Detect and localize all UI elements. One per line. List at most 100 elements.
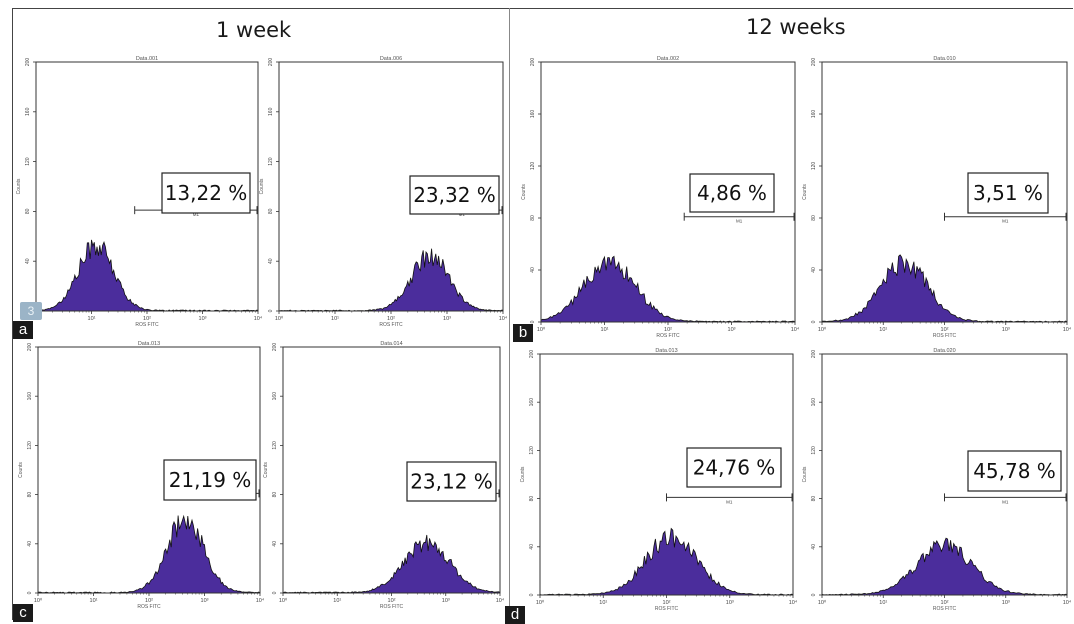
percent-box [161, 172, 251, 214]
percent-label: 21,19 % [169, 468, 252, 492]
y-axis-label: Counts [16, 178, 22, 194]
histogram-panel-8: 0 40 80 120 160 200 10⁰ 10¹ 10² 10³ 10⁴ Data.020 ROS… [802, 348, 1072, 612]
x-axis-label: ROS FITC [656, 333, 680, 339]
x-axis-label: ROS FITC [135, 322, 159, 328]
y-axis-label: Counts [520, 466, 526, 482]
histogram-title: Data.013 [655, 348, 677, 354]
y-tick-label: 80 [27, 492, 33, 498]
y-tick-label: 0 [529, 593, 535, 596]
y-tick-label: 0 [272, 591, 278, 594]
y-tick-label: 160 [811, 398, 817, 407]
y-tick-label: 120 [25, 157, 31, 166]
histogram-panel-3: 0 40 80 120 160 200 10⁰ 10¹ 10² 10³ 10⁴ Data.002 ROS… [521, 56, 800, 339]
histogram-title: Data.020 [933, 348, 955, 354]
x-tick-label: 10¹ [879, 327, 887, 333]
gate-label: M1 [726, 499, 733, 504]
x-tick-label: 10⁰ [818, 326, 827, 333]
x-tick-label: 10⁴ [254, 315, 263, 322]
y-tick-label: 120 [530, 162, 536, 171]
y-tick-label: 200 [27, 343, 33, 352]
x-tick-label: 10⁴ [789, 599, 798, 606]
x-tick-label: 10⁴ [1063, 326, 1072, 333]
x-axis-label: ROS FITC [137, 604, 161, 610]
histogram-panel-7: 0 40 80 120 160 200 10⁰ 10¹ 10² 10³ 10⁴ Data.013 ROS… [520, 348, 798, 612]
y-tick-label: 120 [268, 157, 274, 166]
y-tick-label: 200 [268, 58, 274, 67]
y-axis-label: Counts [263, 462, 269, 478]
gate-label: M1 [1002, 219, 1009, 224]
x-tick-label: 10⁴ [496, 597, 505, 604]
y-tick-label: 80 [811, 496, 817, 502]
histogram-title: Data.010 [933, 56, 955, 62]
histogram-area [540, 255, 796, 323]
y-tick-label: 120 [529, 446, 535, 455]
histogram-area [821, 254, 1068, 323]
y-tick-label: 80 [272, 492, 278, 498]
x-tick-label: 10² [664, 327, 672, 333]
y-tick-label: 160 [529, 398, 535, 407]
histogram-panel-4: 0 40 80 120 160 200 10⁰ 10¹ 10² 10³ 10⁴ Data.010 ROS… [802, 56, 1072, 339]
y-tick-label: 200 [530, 58, 536, 67]
histogram-area [278, 248, 504, 312]
y-axis-label: Counts [521, 184, 527, 200]
x-tick-label: 10⁰ [818, 599, 827, 606]
y-axis-label: Counts [802, 466, 808, 482]
figure-frame [12, 8, 1073, 620]
x-tick-label: 10⁴ [1063, 599, 1072, 606]
y-tick-label: 160 [25, 107, 31, 116]
histogram-area [821, 537, 1068, 596]
percent-box [686, 447, 782, 488]
y-tick-label: 40 [25, 258, 31, 264]
percent-label: 3,51 % [973, 181, 1043, 205]
y-tick-label: 160 [811, 110, 817, 119]
x-tick-label: 10² [387, 316, 395, 322]
y-tick-label: 80 [268, 208, 274, 214]
histogram-title: Data.014 [380, 341, 402, 347]
y-tick-label: 40 [27, 541, 33, 547]
x-tick-label: 10³ [442, 598, 450, 604]
x-tick-label: 10⁰ [279, 597, 288, 604]
x-tick-label: 10² [941, 327, 949, 333]
y-tick-label: 160 [268, 107, 274, 116]
histogram-title: Data.001 [136, 56, 158, 62]
histogram-area [35, 239, 259, 312]
y-tick-label: 80 [25, 208, 31, 214]
panel-letter-c: c [13, 604, 33, 622]
y-tick-label: 80 [529, 496, 535, 502]
histogram-title: Data.002 [657, 56, 679, 62]
percent-label: 23,12 % [410, 470, 493, 494]
gate-label: M1 [459, 212, 466, 217]
y-tick-label: 200 [272, 343, 278, 352]
x-axis-label: ROS FITC [655, 606, 679, 612]
y-tick-label: 120 [272, 441, 278, 450]
x-tick-label: 10³ [1002, 327, 1010, 333]
y-tick-label: 0 [268, 309, 274, 312]
x-tick-label: 10³ [199, 316, 207, 322]
percent-label: 4,86 % [697, 181, 767, 205]
column-title-1-week: 1 week [216, 18, 292, 42]
panel-letter-b: b [513, 324, 533, 342]
x-tick-label: 10³ [443, 316, 451, 322]
x-tick-label: 10² [388, 598, 396, 604]
x-tick-label: 10⁴ [499, 315, 508, 322]
x-tick-label: 10³ [1002, 600, 1010, 606]
gate-label: M1 [1002, 499, 1009, 504]
y-axis-label: Counts [802, 184, 808, 200]
x-axis-label: ROS FITC [380, 604, 404, 610]
histogram-panel-2: 0 40 80 120 160 200 10⁰ 10¹ 10² 10³ 10⁴ Data.006 ROS… [259, 56, 508, 328]
y-tick-label: 0 [27, 591, 33, 594]
x-tick-label: 10² [941, 600, 949, 606]
histogram-area [282, 534, 501, 594]
histogram-panel-1: 0408012016020010⁰10¹10²10³10⁴Data.001ROS… [16, 56, 263, 328]
x-tick-label: 10³ [728, 327, 736, 333]
x-axis-label: ROS FITC [933, 606, 957, 612]
y-axis-label: Counts [18, 462, 24, 478]
histogram-title: Data.013 [138, 341, 160, 347]
y-tick-label: 200 [811, 58, 817, 67]
x-tick-label: 10⁴ [791, 326, 800, 333]
y-tick-label: 40 [272, 541, 278, 547]
y-tick-label: 200 [529, 350, 535, 359]
percent-label: 13,22 % [165, 181, 248, 205]
y-tick-label: 200 [25, 58, 31, 67]
